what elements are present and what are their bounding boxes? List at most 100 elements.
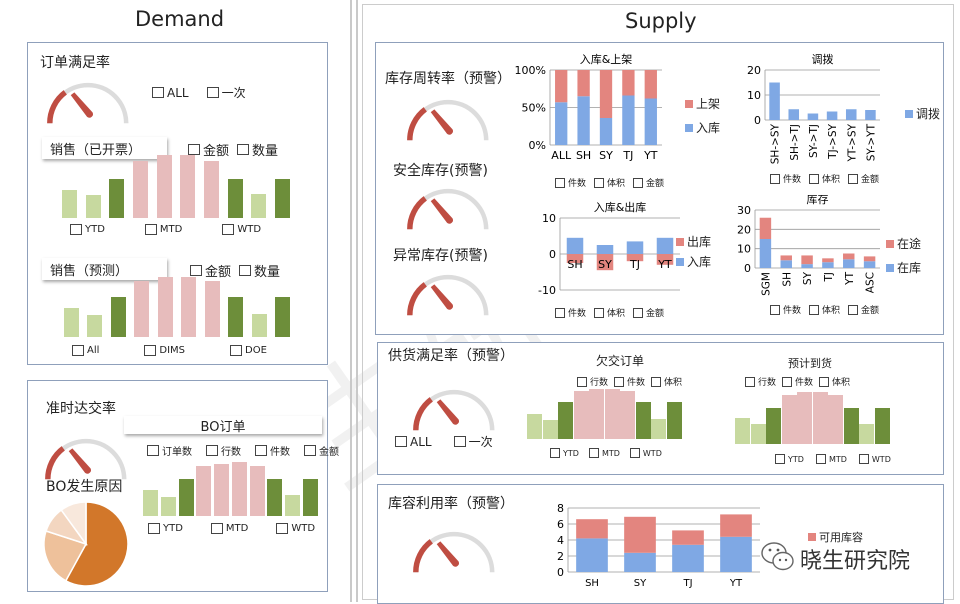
checkbox-mtd[interactable]: MTD: [144, 224, 182, 235]
checkbox-一次[interactable]: 一次: [206, 84, 246, 101]
y-tick-label: 10: [747, 89, 761, 102]
checkbox-box[interactable]: [809, 173, 820, 184]
checkbox-box[interactable]: [555, 177, 565, 188]
checkbox-box[interactable]: [614, 376, 625, 387]
checkbox-ytd[interactable]: YTD: [148, 523, 183, 534]
checkbox-行数[interactable]: 行数: [206, 443, 241, 458]
checkbox-label: 件数: [270, 447, 290, 458]
checkbox-box[interactable]: [577, 376, 587, 387]
checkbox-box[interactable]: [858, 454, 869, 464]
checkbox-wtd[interactable]: WTD: [222, 224, 261, 235]
checkbox-box[interactable]: [453, 436, 466, 447]
checkbox-box[interactable]: [206, 87, 219, 98]
checkbox-box[interactable]: [147, 445, 159, 456]
checkbox-box[interactable]: [815, 454, 826, 464]
bar-可用库容: [672, 530, 704, 545]
checkbox-件数[interactable]: 件数: [770, 303, 801, 316]
checkbox-金额[interactable]: 金额: [190, 261, 231, 280]
sales-forecast-options: 金额 数量: [190, 261, 280, 280]
checkbox-box[interactable]: [651, 376, 662, 387]
checkbox-金额[interactable]: 金额: [848, 303, 879, 316]
checkbox-box[interactable]: [633, 307, 644, 318]
checkbox-wtd[interactable]: WTD: [629, 448, 662, 458]
checkbox-box[interactable]: [190, 265, 202, 276]
checkbox-box[interactable]: [629, 448, 640, 458]
checkbox-金额[interactable]: 金额: [848, 172, 879, 185]
checkbox-box[interactable]: [255, 445, 267, 456]
sales-invoiced-options: 金额 数量: [188, 140, 278, 159]
checkbox-体积[interactable]: 体积: [819, 375, 850, 388]
checkbox-box[interactable]: [745, 376, 755, 387]
checkbox-box[interactable]: [70, 224, 82, 235]
checkbox-件数[interactable]: 件数: [782, 375, 813, 388]
checkbox-box[interactable]: [210, 523, 223, 534]
checkbox-体积[interactable]: 体积: [809, 172, 840, 185]
x-tick-label: YT: [657, 258, 672, 271]
checkbox-all[interactable]: ALL: [395, 435, 432, 449]
checkbox-ytd[interactable]: YTD: [550, 448, 579, 458]
checkbox-件数[interactable]: 件数: [614, 375, 645, 388]
checkbox-box[interactable]: [782, 376, 793, 387]
checkbox-box[interactable]: [809, 304, 820, 315]
checkbox-数量[interactable]: 数量: [239, 261, 280, 280]
checkbox-box[interactable]: [819, 376, 830, 387]
checkbox-box[interactable]: [222, 224, 235, 235]
checkbox-box[interactable]: [555, 307, 565, 318]
checkbox-box[interactable]: [588, 448, 599, 458]
checkbox-mtd[interactable]: MTD: [210, 523, 248, 534]
checkbox-体积[interactable]: 体积: [809, 303, 840, 316]
checkbox-box[interactable]: [395, 436, 407, 447]
checkbox-件数[interactable]: 件数: [555, 306, 586, 319]
checkbox-行数[interactable]: 行数: [745, 375, 776, 388]
checkbox-box[interactable]: [848, 173, 859, 184]
checkbox-box[interactable]: [72, 345, 84, 356]
checkbox-box[interactable]: [188, 144, 200, 155]
checkbox-box[interactable]: [770, 304, 780, 315]
checkbox-wtd[interactable]: WTD: [276, 523, 315, 534]
checkbox-box[interactable]: [276, 523, 289, 534]
checkbox-box[interactable]: [148, 523, 160, 534]
checkbox-box[interactable]: [633, 177, 644, 188]
checkbox-box[interactable]: [594, 177, 605, 188]
checkbox-件数[interactable]: 件数: [555, 176, 586, 189]
checkbox-mtd[interactable]: MTD: [588, 448, 620, 458]
checkbox-box[interactable]: [594, 307, 605, 318]
checkbox-体积[interactable]: 体积: [594, 176, 625, 189]
checkbox-金额[interactable]: 金额: [633, 306, 664, 319]
checkbox-box[interactable]: [206, 445, 218, 456]
checkbox-box[interactable]: [770, 173, 780, 184]
checkbox-box[interactable]: [230, 345, 243, 356]
checkbox-box[interactable]: [237, 144, 250, 155]
checkbox-ytd[interactable]: YTD: [70, 224, 105, 235]
checkbox-体积[interactable]: 体积: [651, 375, 682, 388]
checkbox-all[interactable]: ALL: [152, 86, 189, 100]
checkbox-box[interactable]: [848, 304, 859, 315]
checkbox-dims[interactable]: DIMS: [144, 345, 185, 356]
checkbox-ytd[interactable]: YTD: [775, 454, 804, 464]
checkbox-件数[interactable]: 件数: [255, 443, 290, 458]
x-tick-label: TJ: [682, 578, 692, 589]
checkbox-金额[interactable]: 金额: [304, 443, 339, 458]
checkbox-box[interactable]: [144, 224, 157, 235]
checkbox-订单数[interactable]: 订单数: [147, 443, 192, 458]
checkbox-all[interactable]: All: [72, 345, 99, 356]
checkbox-box[interactable]: [152, 87, 164, 98]
bar-已用库容: [720, 536, 752, 572]
checkbox-体积[interactable]: 体积: [594, 306, 625, 319]
checkbox-一次[interactable]: 一次: [453, 433, 493, 450]
checkbox-数量[interactable]: 数量: [237, 140, 278, 159]
checkbox-box[interactable]: [144, 345, 157, 356]
checkbox-件数[interactable]: 件数: [770, 172, 801, 185]
checkbox-金额[interactable]: 金额: [633, 176, 664, 189]
checkbox-doe[interactable]: DOE: [230, 345, 267, 356]
bar-调拨: [788, 109, 800, 120]
checkbox-box[interactable]: [304, 445, 316, 456]
checkbox-box[interactable]: [550, 448, 560, 458]
checkbox-mtd[interactable]: MTD: [815, 454, 847, 464]
checkbox-box[interactable]: [239, 265, 252, 276]
sales-invoiced-bars: [62, 155, 290, 218]
checkbox-金额[interactable]: 金额: [188, 140, 229, 159]
checkbox-box[interactable]: [775, 454, 785, 464]
checkbox-wtd[interactable]: WTD: [858, 454, 891, 464]
checkbox-行数[interactable]: 行数: [577, 375, 608, 388]
